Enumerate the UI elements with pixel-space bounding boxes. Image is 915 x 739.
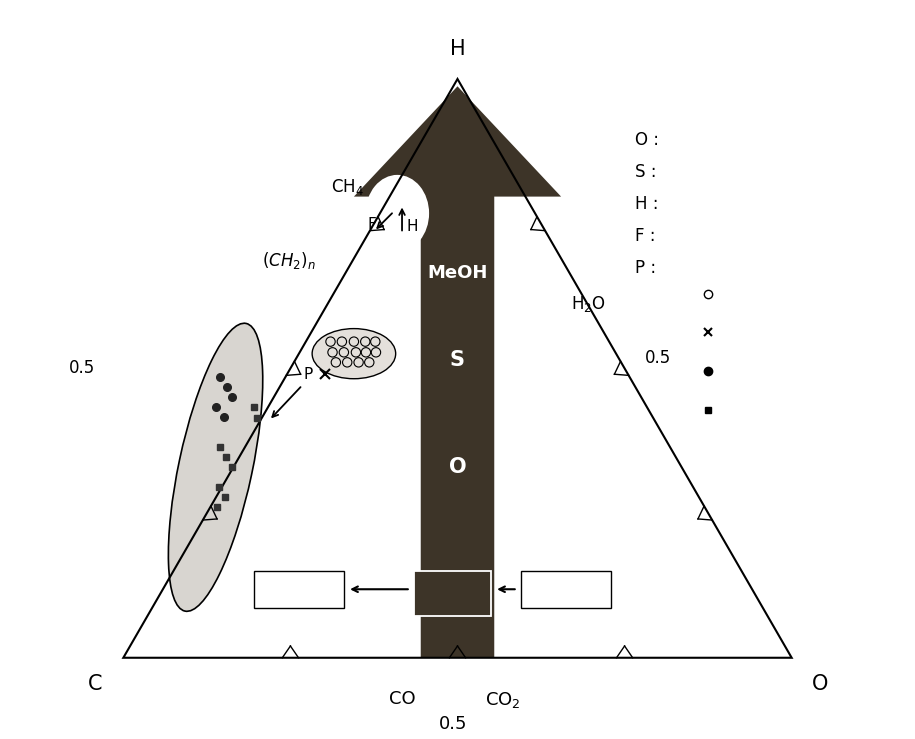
Text: C: C [88,675,102,695]
Text: 0.5: 0.5 [438,715,467,732]
Text: P: P [304,367,313,382]
Bar [521,571,611,607]
Text: CO$_2$: CO$_2$ [485,689,521,710]
Text: H$_2$O: H$_2$O [571,293,606,313]
Text: H :: H : [635,195,658,213]
Bar [253,571,344,607]
Text: O: O [812,675,828,695]
Text: O: O [448,457,467,477]
Text: F: F [367,217,376,232]
Text: O :: O : [635,131,659,149]
Bar [414,571,491,616]
Text: 0.5: 0.5 [69,359,95,378]
Ellipse shape [312,329,395,378]
Ellipse shape [168,323,263,611]
Polygon shape [354,86,561,658]
Ellipse shape [366,175,429,252]
Text: H: H [406,219,417,234]
Text: 0.5: 0.5 [645,350,671,367]
Text: S :: S : [635,163,656,181]
Text: P :: P : [635,259,656,277]
Text: CO: CO [390,689,416,708]
Text: CH$_4$: CH$_4$ [330,177,363,197]
Text: $(CH_2)_n$: $(CH_2)_n$ [263,250,316,270]
Text: F :: F : [635,227,655,245]
Text: MeOH: MeOH [427,265,488,282]
Text: H: H [449,39,466,59]
Text: S: S [450,350,465,370]
